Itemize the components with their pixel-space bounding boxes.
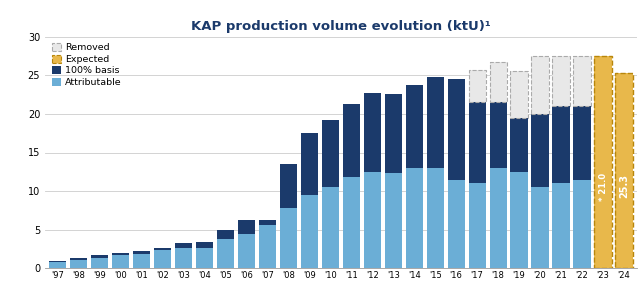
- Text: 25.3: 25.3: [619, 174, 629, 198]
- Bar: [133, 254, 150, 268]
- Bar: [552, 183, 570, 268]
- Bar: [385, 94, 402, 173]
- Bar: [511, 71, 528, 118]
- Bar: [280, 164, 297, 208]
- Bar: [448, 79, 465, 180]
- Bar: [322, 120, 339, 187]
- Bar: [511, 71, 528, 118]
- Bar: [594, 56, 611, 268]
- Bar: [238, 221, 255, 234]
- Bar: [469, 183, 485, 268]
- Bar: [258, 220, 276, 225]
- Bar: [238, 234, 255, 268]
- Bar: [217, 239, 234, 268]
- Bar: [552, 56, 570, 106]
- Bar: [112, 255, 129, 268]
- Bar: [70, 258, 87, 260]
- Bar: [258, 225, 276, 268]
- Bar: [489, 168, 507, 268]
- Bar: [280, 208, 297, 268]
- Bar: [175, 243, 192, 248]
- Bar: [489, 62, 507, 102]
- Bar: [511, 172, 528, 268]
- Bar: [574, 106, 591, 180]
- Bar: [385, 173, 402, 268]
- Bar: [133, 251, 150, 254]
- Bar: [217, 230, 234, 239]
- Bar: [196, 248, 213, 268]
- Bar: [511, 118, 528, 172]
- Bar: [532, 56, 548, 114]
- Bar: [469, 70, 485, 102]
- Bar: [49, 261, 66, 262]
- Bar: [196, 242, 213, 248]
- Bar: [112, 253, 129, 255]
- Bar: [469, 70, 485, 102]
- Bar: [532, 114, 548, 187]
- Bar: [70, 260, 87, 268]
- Bar: [154, 248, 171, 250]
- Bar: [574, 56, 591, 106]
- Bar: [343, 104, 360, 177]
- Bar: [552, 106, 570, 183]
- Bar: [574, 180, 591, 268]
- Text: * 21.0: * 21.0: [599, 173, 608, 201]
- Bar: [91, 258, 108, 268]
- Bar: [532, 56, 548, 114]
- Bar: [426, 77, 444, 168]
- Bar: [594, 56, 611, 268]
- Bar: [364, 93, 381, 172]
- Bar: [426, 168, 444, 268]
- Bar: [448, 180, 465, 268]
- Bar: [615, 73, 633, 268]
- Bar: [301, 133, 318, 195]
- Bar: [469, 102, 485, 183]
- Bar: [532, 187, 548, 268]
- Bar: [175, 248, 192, 268]
- Bar: [489, 102, 507, 168]
- Bar: [301, 195, 318, 268]
- Bar: [406, 84, 423, 168]
- Bar: [615, 73, 633, 268]
- Legend: Removed, Expected, 100% basis, Attributable: Removed, Expected, 100% basis, Attributa…: [50, 41, 123, 89]
- Bar: [406, 168, 423, 268]
- Bar: [574, 56, 591, 106]
- Bar: [343, 177, 360, 268]
- Title: KAP production volume evolution (ktU)¹: KAP production volume evolution (ktU)¹: [191, 20, 491, 33]
- Bar: [91, 255, 108, 258]
- Bar: [154, 250, 171, 268]
- Bar: [49, 262, 66, 268]
- Bar: [322, 187, 339, 268]
- Bar: [364, 172, 381, 268]
- Bar: [552, 56, 570, 106]
- Bar: [489, 62, 507, 102]
